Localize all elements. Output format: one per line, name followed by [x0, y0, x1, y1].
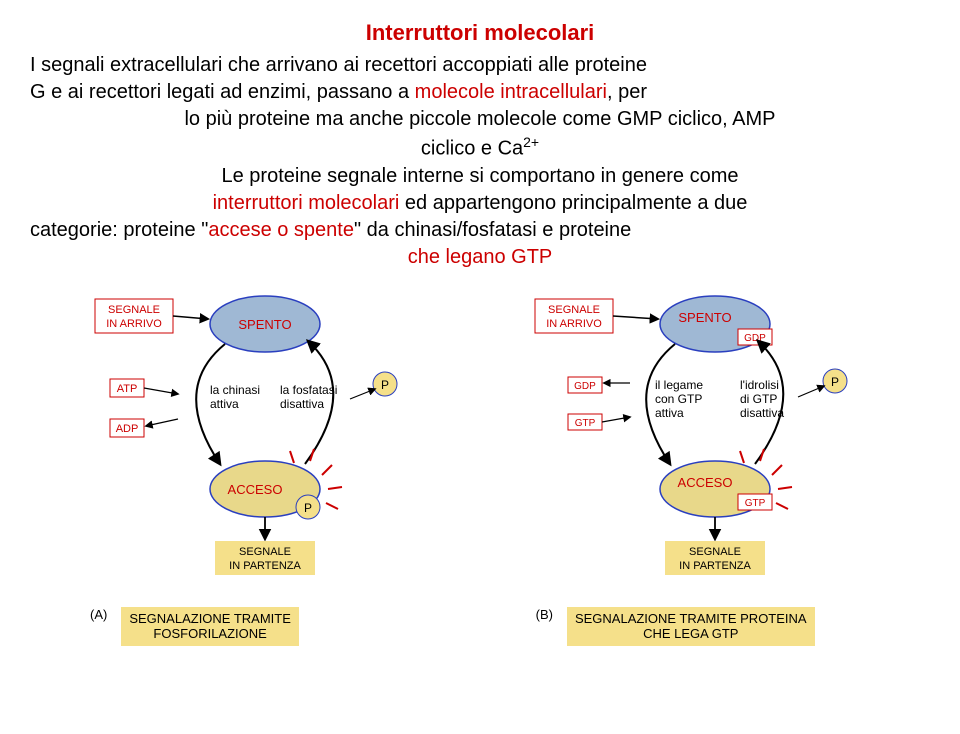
signal-in-arrow-b [613, 316, 658, 319]
footer-a: (A) SEGNALAZIONE TRAMITE FOSFORILAZIONE [30, 607, 466, 646]
footer-b: (B) SEGNALAZIONE TRAMITE PROTEINA CHE LE… [506, 607, 930, 646]
signal-in-l2: IN ARRIVO [106, 318, 162, 330]
intro-l4: ciclico e Ca [421, 138, 523, 160]
intro-l7a: categorie: proteine " [30, 219, 208, 241]
intro-l1: I segnali extracellulari che arrivano ai… [30, 54, 647, 76]
off-label: SPENTO [238, 317, 291, 332]
adp-label: ADP [116, 423, 139, 435]
intro-l2c: , per [607, 81, 647, 103]
p-attached-label: P [304, 501, 312, 515]
hydro-l1: l'idrolisi [740, 378, 779, 392]
intro-l8: che legano GTP [30, 244, 930, 271]
intro-l7c: " da chinasi/fosfatasi e proteine [354, 219, 631, 241]
atp-label: ATP [117, 383, 138, 395]
hydro-l3: disattiva [740, 406, 784, 420]
on-label: ACCESO [228, 482, 283, 497]
signal-in-b-l2: IN ARRIVO [546, 318, 602, 330]
footer-b-l1: SEGNALAZIONE TRAMITE PROTEINA [575, 611, 807, 626]
signal-in-l1: SEGNALE [108, 304, 160, 316]
gtp-left-label: GTP [575, 418, 596, 429]
intro-l3: lo più proteine ma anche piccole molecol… [184, 108, 775, 130]
gdp-left-label: GDP [574, 381, 596, 392]
gdp-top-label: GDP [744, 333, 766, 344]
intro-l6b: ed appartengono principalmente a due [399, 192, 747, 214]
gtp-bottom-label: GTP [745, 498, 766, 509]
p-free-label: P [381, 378, 389, 392]
gtp-in-arrow [602, 417, 630, 422]
intro-text: I segnali extracellulari che arrivano ai… [30, 52, 930, 271]
footer-a-l2: FOSFORILAZIONE [153, 626, 266, 641]
intro-l6a: interruttori molecolari [213, 192, 400, 214]
footer-a-l1: SEGNALAZIONE TRAMITE [129, 611, 291, 626]
intro-l2a: G e ai recettori legati ad enzimi, passa… [30, 81, 415, 103]
hydro-l2: di GTP [740, 392, 777, 406]
intro-l2b: molecole intracellulari [415, 81, 607, 103]
intro-l5: Le proteine segnale interne si comportan… [222, 165, 739, 187]
bind-l3: attiva [655, 406, 684, 420]
kinase-l1: la chinasi [210, 383, 260, 397]
p-free-b-arrow [798, 386, 824, 397]
p-free-b-label: P [831, 375, 839, 389]
phos-l1: la fosfatasi [280, 383, 337, 397]
panel-b: SPENTO GDP SEGNALE IN ARRIVO GDP GTP il … [490, 289, 910, 599]
bind-l1: il legame [655, 378, 703, 392]
signal-out-l1: SEGNALE [239, 546, 291, 558]
footer-b-l2: CHE LEGA GTP [643, 626, 738, 641]
signal-out-b-l2: IN PARTENZA [679, 560, 751, 572]
signal-out-l2: IN PARTENZA [229, 560, 301, 572]
p-free-arrow [350, 389, 375, 399]
panel-a: SPENTO SEGNALE IN ARRIVO ATP ADP la chin… [50, 289, 450, 599]
signal-in-b-l1: SEGNALE [548, 304, 600, 316]
signal-out-b-l1: SEGNALE [689, 546, 741, 558]
signal-in-arrow [173, 316, 208, 319]
adp-arrow [146, 419, 178, 426]
intro-l7b: accese o spente [208, 219, 354, 241]
bind-l2: con GTP [655, 392, 702, 406]
footer-a-box: SEGNALAZIONE TRAMITE FOSFORILAZIONE [121, 607, 299, 646]
footer-row: (A) SEGNALAZIONE TRAMITE FOSFORILAZIONE … [30, 607, 930, 646]
page-title: Interruttori molecolari [30, 20, 930, 46]
atp-arrow [144, 388, 178, 394]
intro-l4sup: 2+ [523, 134, 539, 150]
diagram-row: SPENTO SEGNALE IN ARRIVO ATP ADP la chin… [30, 289, 930, 599]
kinase-l2: attiva [210, 397, 239, 411]
footer-b-box: SEGNALAZIONE TRAMITE PROTEINA CHE LEGA G… [567, 607, 815, 646]
footer-a-label: (A) [90, 607, 107, 622]
phos-l2: disattiva [280, 397, 324, 411]
on-label-b: ACCESO [678, 475, 733, 490]
footer-b-label: (B) [536, 607, 553, 622]
off-label-b: SPENTO [678, 310, 731, 325]
